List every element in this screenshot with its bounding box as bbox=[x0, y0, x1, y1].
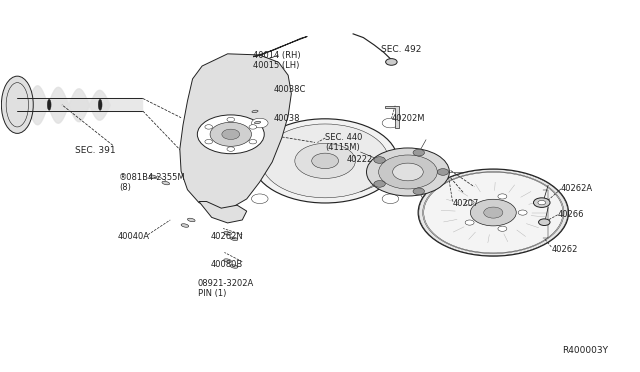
Ellipse shape bbox=[162, 181, 170, 185]
Circle shape bbox=[205, 125, 212, 129]
Ellipse shape bbox=[252, 119, 397, 203]
Text: 40222: 40222 bbox=[347, 155, 373, 164]
Ellipse shape bbox=[295, 143, 355, 179]
Ellipse shape bbox=[255, 121, 260, 124]
Text: SEC. 391: SEC. 391 bbox=[75, 147, 115, 155]
Text: R400003Y: R400003Y bbox=[562, 346, 608, 355]
Circle shape bbox=[227, 117, 235, 122]
Ellipse shape bbox=[312, 153, 339, 169]
Ellipse shape bbox=[222, 129, 240, 140]
Ellipse shape bbox=[230, 237, 238, 241]
Ellipse shape bbox=[424, 172, 563, 253]
Circle shape bbox=[374, 157, 385, 163]
Circle shape bbox=[413, 149, 424, 156]
Circle shape bbox=[249, 140, 257, 144]
Text: 40202M: 40202M bbox=[392, 114, 425, 123]
Ellipse shape bbox=[149, 175, 157, 179]
Ellipse shape bbox=[188, 218, 195, 222]
Circle shape bbox=[539, 219, 550, 225]
Circle shape bbox=[374, 180, 385, 187]
Text: 40040A: 40040A bbox=[117, 232, 149, 241]
Ellipse shape bbox=[47, 99, 51, 110]
Circle shape bbox=[252, 118, 268, 128]
Circle shape bbox=[498, 194, 507, 199]
Ellipse shape bbox=[379, 155, 437, 189]
Text: SEC. 492: SEC. 492 bbox=[381, 45, 421, 54]
Ellipse shape bbox=[224, 231, 232, 235]
Polygon shape bbox=[385, 106, 399, 128]
Circle shape bbox=[465, 200, 474, 205]
Circle shape bbox=[252, 194, 268, 203]
Circle shape bbox=[227, 147, 235, 151]
Ellipse shape bbox=[484, 207, 503, 218]
Text: 40262A: 40262A bbox=[561, 185, 593, 193]
Circle shape bbox=[465, 220, 474, 225]
Text: 40262: 40262 bbox=[551, 245, 578, 254]
Circle shape bbox=[534, 198, 550, 208]
Ellipse shape bbox=[367, 148, 449, 196]
Ellipse shape bbox=[99, 99, 102, 110]
Ellipse shape bbox=[418, 169, 568, 256]
Text: 40080B: 40080B bbox=[211, 260, 243, 269]
Ellipse shape bbox=[1, 76, 33, 134]
Circle shape bbox=[437, 169, 449, 175]
Circle shape bbox=[413, 188, 424, 195]
Ellipse shape bbox=[470, 199, 516, 226]
Ellipse shape bbox=[224, 259, 232, 262]
Text: 40014 (RH)
40015 (LH): 40014 (RH) 40015 (LH) bbox=[253, 51, 301, 70]
Text: 40262N: 40262N bbox=[211, 232, 243, 241]
Ellipse shape bbox=[210, 122, 252, 146]
Text: 08921-3202A
PIN (1): 08921-3202A PIN (1) bbox=[198, 279, 254, 298]
Circle shape bbox=[205, 140, 212, 144]
Ellipse shape bbox=[393, 163, 423, 181]
Ellipse shape bbox=[197, 115, 264, 154]
Circle shape bbox=[518, 210, 527, 215]
Text: 40038: 40038 bbox=[274, 114, 301, 123]
Circle shape bbox=[249, 125, 257, 129]
Circle shape bbox=[382, 194, 399, 203]
Circle shape bbox=[498, 226, 507, 231]
Polygon shape bbox=[180, 54, 291, 209]
Circle shape bbox=[382, 118, 399, 128]
Text: 40266: 40266 bbox=[557, 210, 584, 219]
Text: ®081B4-2355M
(8): ®081B4-2355M (8) bbox=[119, 173, 186, 192]
Text: 40207: 40207 bbox=[452, 199, 479, 208]
Polygon shape bbox=[253, 36, 307, 57]
Text: SEC. 440
(4115M): SEC. 440 (4115M) bbox=[325, 133, 362, 152]
Circle shape bbox=[538, 201, 545, 205]
Ellipse shape bbox=[261, 124, 389, 198]
Circle shape bbox=[386, 59, 397, 65]
Polygon shape bbox=[199, 202, 246, 223]
Ellipse shape bbox=[230, 265, 238, 268]
Ellipse shape bbox=[181, 224, 189, 227]
Ellipse shape bbox=[252, 110, 258, 113]
Text: 40038C: 40038C bbox=[274, 85, 307, 94]
